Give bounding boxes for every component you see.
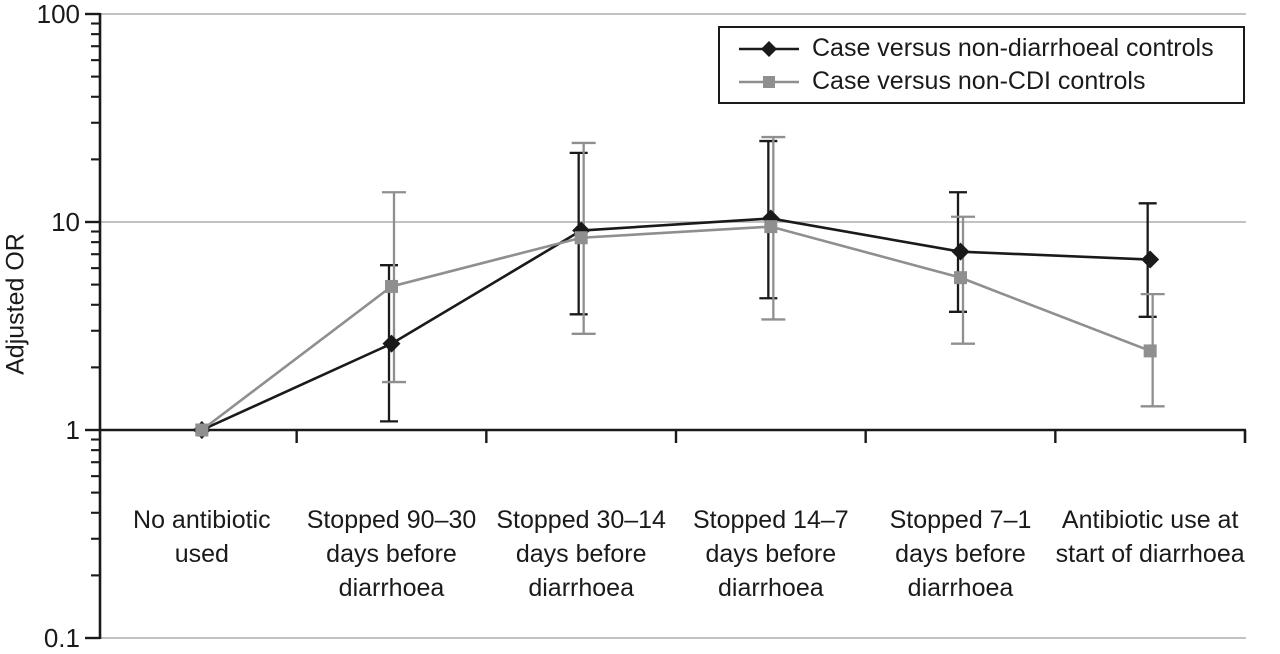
- y-tick-label: 10: [51, 207, 80, 237]
- series-line-1: [201, 217, 1151, 432]
- x-category-label: Stopped 7–1 days before diarrhoea: [890, 506, 1032, 602]
- x-category-label: No antibiotic used: [133, 506, 271, 568]
- diamond-marker-icon: [739, 40, 799, 57]
- x-category-label: Stopped 90–30 days before diarrhoea: [307, 506, 477, 602]
- x-category-label: Stopped 14–7 days before diarrhoea: [693, 506, 849, 602]
- y-tick-label: 0.1: [44, 623, 80, 653]
- square-marker-icon: [764, 220, 778, 234]
- square-marker-icon: [1143, 344, 1157, 358]
- square-marker-icon: [739, 75, 799, 88]
- y-tick-label: 100: [37, 0, 80, 29]
- diamond-marker-icon: [1141, 250, 1160, 269]
- legend-label: Case versus non-CDI controls: [812, 67, 1146, 95]
- square-marker-icon: [195, 423, 209, 437]
- square-marker-icon: [954, 271, 967, 285]
- x-category-label: Antibiotic use at start of diarrhoea: [1056, 506, 1245, 568]
- legend-marker-shape: [761, 40, 777, 57]
- legend-entry: Case versus non-diarrhoeal controls: [738, 36, 1243, 61]
- diamond-marker-icon: [382, 334, 401, 353]
- legend-entry: Case versus non-CDI controls: [738, 69, 1243, 94]
- y-tick-label: 1: [66, 415, 80, 445]
- diamond-marker-icon: [951, 242, 970, 261]
- legend: Case versus non-diarrhoeal controls Case …: [718, 26, 1245, 104]
- x-category-label: Stopped 30–14 days before diarrhoea: [496, 506, 666, 602]
- series-line-2: [201, 225, 1151, 432]
- y-axis-title: Adjusted OR: [1, 233, 30, 375]
- square-marker-icon: [574, 231, 588, 245]
- legend-label: Case versus non-diarrhoeal controls: [812, 34, 1214, 62]
- legend-marker-shape: [763, 75, 775, 88]
- square-marker-icon: [385, 279, 398, 293]
